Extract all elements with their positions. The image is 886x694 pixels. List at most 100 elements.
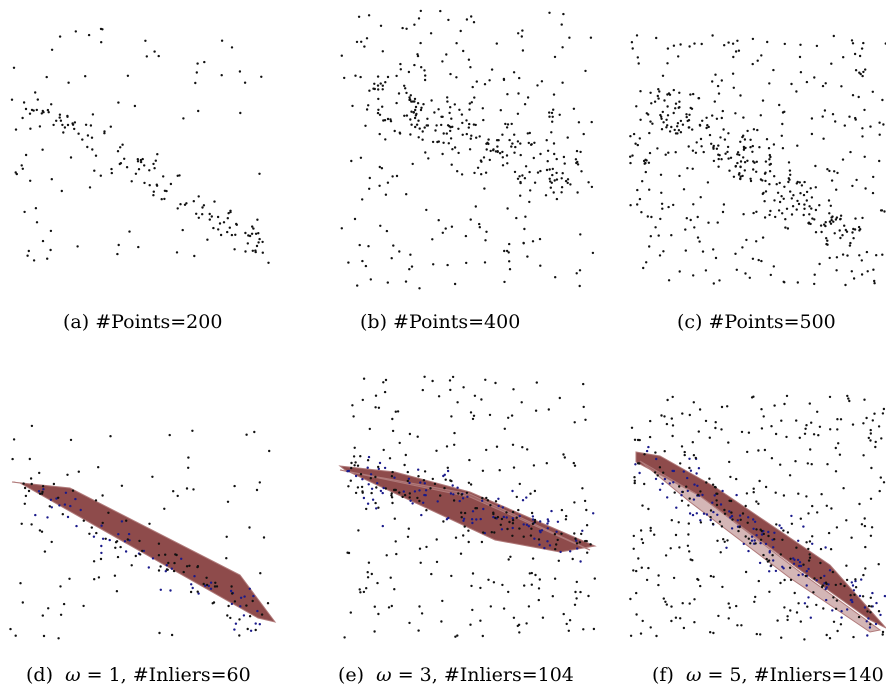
data-point: [534, 573, 537, 577]
data-point: [650, 215, 653, 219]
data-point: [469, 218, 472, 221]
data-point: [647, 507, 650, 511]
inlier-point: [229, 589, 233, 593]
data-point: [866, 270, 869, 273]
data-point: [683, 450, 686, 454]
data-point: [520, 401, 523, 404]
data-point: [511, 510, 515, 514]
data-point: [877, 610, 881, 613]
data-point: [444, 478, 447, 481]
data-point: [248, 526, 251, 529]
data-point: [398, 132, 402, 135]
data-point: [757, 258, 760, 262]
data-point: [125, 166, 129, 169]
data-point: [576, 191, 579, 194]
inlier-point: [369, 473, 373, 476]
data-point: [58, 35, 62, 38]
data-point: [708, 477, 711, 480]
data-point: [819, 224, 823, 227]
inlier-point: [719, 503, 723, 506]
data-point: [162, 175, 165, 178]
data-point: [757, 502, 760, 505]
data-point: [712, 575, 715, 578]
data-point: [395, 74, 398, 78]
inlier-point: [376, 482, 379, 485]
data-point: [441, 231, 444, 234]
data-point: [94, 154, 98, 157]
data-point: [40, 530, 44, 533]
data-point: [252, 227, 255, 230]
data-point: [367, 561, 371, 564]
data-point: [658, 466, 662, 469]
data-point: [655, 634, 658, 638]
inlier-point: [782, 567, 785, 570]
inlier-point: [252, 594, 255, 598]
inlier-point: [249, 629, 253, 632]
data-point: [156, 153, 159, 156]
data-point: [852, 237, 855, 240]
data-point: [413, 63, 416, 67]
inlier-point: [809, 616, 812, 619]
data-point: [807, 547, 810, 551]
data-point: [378, 165, 381, 169]
data-point: [873, 282, 876, 285]
data-point: [467, 481, 471, 484]
data-point: [728, 460, 731, 464]
data-point: [790, 82, 793, 86]
data-point: [377, 465, 380, 469]
inlier-point: [533, 537, 536, 540]
data-point: [405, 91, 408, 95]
data-point: [630, 426, 634, 429]
data-point: [783, 578, 786, 582]
data-point: [860, 259, 863, 262]
inlier-point: [692, 498, 696, 501]
data-point: [251, 225, 254, 228]
data-point: [761, 99, 765, 102]
data-point: [482, 531, 485, 534]
inlier-point: [581, 529, 584, 532]
data-point: [14, 128, 18, 131]
data-point: [376, 84, 380, 87]
data-point: [861, 595, 865, 598]
data-point: [133, 104, 137, 108]
data-point: [176, 174, 179, 177]
data-point: [148, 522, 151, 525]
data-point: [770, 425, 773, 428]
inlier-point: [546, 540, 549, 543]
data-point: [418, 547, 422, 550]
data-point: [38, 492, 42, 495]
data-point: [517, 32, 520, 35]
data-point: [783, 185, 786, 188]
data-point: [575, 161, 578, 165]
data-point: [566, 136, 569, 139]
data-point: [720, 158, 723, 161]
data-point: [736, 624, 739, 627]
data-point: [480, 398, 483, 401]
data-point: [779, 553, 782, 556]
inlier-point: [46, 516, 49, 519]
data-point: [560, 186, 564, 189]
data-point: [185, 565, 189, 568]
data-point: [350, 159, 353, 163]
caption-d: (d) ω = 1, #Inliers=60: [26, 664, 251, 686]
inlier-point: [458, 499, 461, 503]
inlier-point: [647, 445, 650, 449]
data-point: [368, 176, 371, 180]
data-point: [665, 603, 668, 606]
data-point: [803, 203, 806, 206]
data-point: [501, 156, 504, 159]
data-point: [805, 199, 808, 202]
data-point: [431, 140, 435, 144]
data-point: [505, 126, 509, 129]
data-point: [654, 451, 657, 454]
inlier-point: [774, 569, 778, 573]
data-point: [644, 170, 647, 174]
data-point: [230, 233, 234, 237]
data-point: [552, 108, 555, 111]
inlier-point: [546, 527, 549, 530]
data-point: [176, 494, 179, 498]
data-point: [852, 277, 856, 280]
data-point: [457, 151, 460, 155]
data-point: [516, 112, 520, 116]
data-point: [726, 150, 729, 154]
